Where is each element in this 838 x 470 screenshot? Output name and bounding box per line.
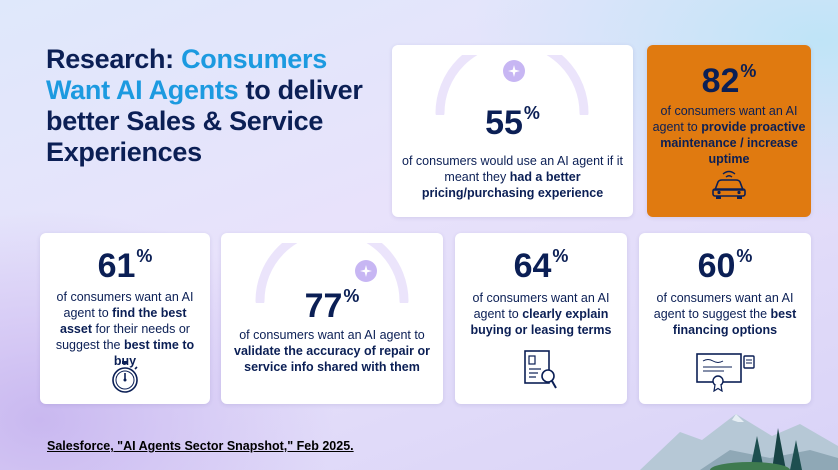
source-citation: Salesforce, "AI Agents Sector Snapshot,"… xyxy=(47,439,354,453)
stopwatch-icon xyxy=(112,361,138,393)
stat-card-pricing: 55% of consumers would use an AI agent i… xyxy=(392,45,633,217)
stat-value: 82% xyxy=(701,61,757,100)
stat-value: 61% xyxy=(97,246,153,285)
sparkle-icon xyxy=(503,60,525,82)
arc-decoration xyxy=(435,55,589,115)
title-part-1: Research: xyxy=(46,44,182,74)
stat-card-asset: 61% of consumers want an AI agent to fin… xyxy=(40,233,210,404)
stat-value: 55% xyxy=(485,103,540,142)
stat-description: of consumers want an AI agent to validat… xyxy=(234,328,430,374)
certificate-icon xyxy=(696,353,755,392)
stat-description: of consumers want an AI agent to suggest… xyxy=(653,291,797,337)
stat-card-terms: 64% of consumers want an AI agent to cle… xyxy=(455,233,627,404)
document-search-icon xyxy=(524,350,557,389)
page-title: Research: Consumers Want AI Agents to de… xyxy=(46,44,366,168)
stat-value: 64% xyxy=(513,246,569,285)
title-highlight: Consumers Want AI Agents xyxy=(46,44,327,105)
stat-value: 77% xyxy=(304,286,360,325)
title-part-3: to deliver better Sales & Service Experi… xyxy=(46,75,363,167)
mountain-illustration xyxy=(640,414,838,470)
stat-description: of consumers want an AI agent to find th… xyxy=(55,290,195,368)
arc-decoration xyxy=(255,243,409,303)
sparkle-icon xyxy=(355,260,377,282)
car-icon xyxy=(712,170,746,199)
stat-description: of consumers would use an AI agent if it… xyxy=(402,154,623,200)
stat-card-maintenance: 82% of consumers want an AI agent to pro… xyxy=(647,45,811,217)
stat-card-validate: 77% of consumers want an AI agent to val… xyxy=(221,233,443,404)
stat-value: 60% xyxy=(697,246,753,285)
stat-card-financing: 60% of consumers want an AI agent to sug… xyxy=(639,233,811,404)
stat-description: of consumers want an AI agent to clearly… xyxy=(470,291,612,337)
stat-description: of consumers want an AI agent to provide… xyxy=(652,104,806,166)
